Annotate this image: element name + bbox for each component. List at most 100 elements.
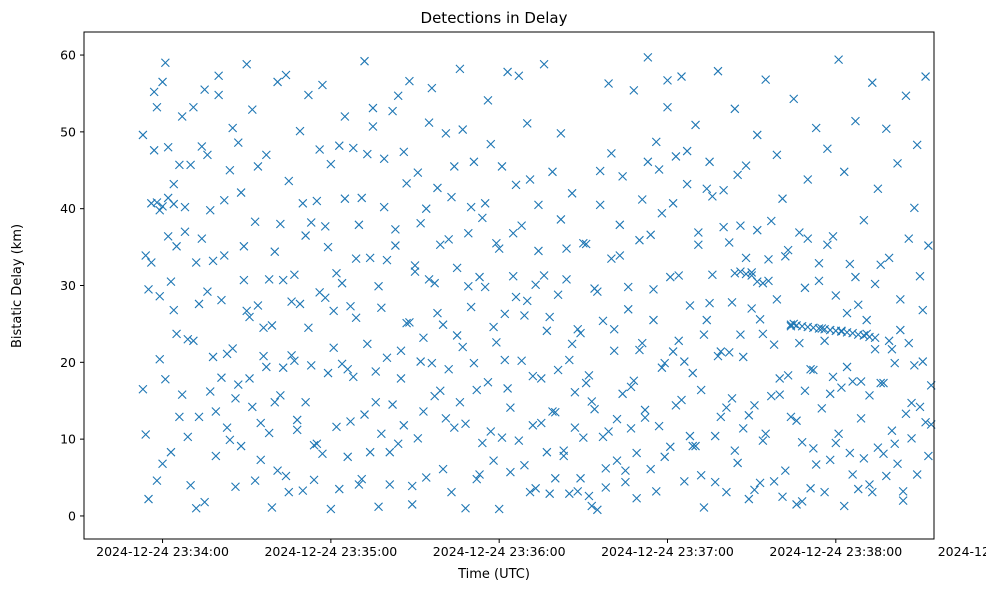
data-point xyxy=(441,129,451,138)
data-point xyxy=(374,281,383,291)
data-point xyxy=(820,336,829,346)
data-point xyxy=(399,147,409,157)
data-point xyxy=(205,387,215,396)
data-point xyxy=(921,417,930,427)
data-point xyxy=(758,329,768,339)
data-point xyxy=(736,221,745,230)
data-point xyxy=(323,242,333,252)
data-point xyxy=(506,403,515,413)
x-tick-label: 2024-12-24 23:34:00 xyxy=(96,544,229,559)
data-point xyxy=(637,195,647,204)
data-point xyxy=(407,500,417,509)
data-point xyxy=(189,336,198,346)
data-point xyxy=(736,330,745,340)
data-point xyxy=(769,476,779,486)
data-point xyxy=(828,372,838,382)
data-point xyxy=(284,487,294,497)
data-point xyxy=(649,315,658,325)
data-point xyxy=(466,302,476,312)
data-point xyxy=(365,447,375,457)
data-point xyxy=(410,267,420,277)
data-point xyxy=(144,494,153,504)
data-point xyxy=(741,161,751,171)
data-point xyxy=(663,102,672,112)
data-point xyxy=(853,300,863,310)
data-point xyxy=(158,459,167,469)
data-point xyxy=(169,179,179,189)
data-point xyxy=(306,218,316,227)
data-point xyxy=(334,141,344,151)
data-point xyxy=(707,270,717,280)
data-point xyxy=(834,55,844,65)
data-point xyxy=(256,418,266,428)
data-point xyxy=(649,284,658,294)
data-point xyxy=(873,184,883,194)
x-tick-label: 2024-12-24 23:37:00 xyxy=(601,544,734,559)
data-point xyxy=(780,251,790,261)
data-point xyxy=(811,460,821,469)
data-point xyxy=(508,271,518,281)
data-point xyxy=(831,438,841,448)
data-point xyxy=(643,157,653,167)
data-point xyxy=(713,351,723,361)
data-point xyxy=(915,271,925,281)
data-point xyxy=(438,464,448,474)
data-point xyxy=(556,215,566,224)
data-point xyxy=(705,298,714,308)
data-point xyxy=(629,85,639,95)
data-point xyxy=(587,397,597,406)
data-point xyxy=(859,331,869,340)
data-point xyxy=(581,239,591,249)
data-point xyxy=(368,122,378,131)
data-point xyxy=(520,460,529,470)
data-point xyxy=(340,112,350,121)
data-point xyxy=(253,162,263,171)
data-point xyxy=(354,220,364,230)
data-point xyxy=(174,412,184,422)
data-point xyxy=(149,87,159,97)
data-point xyxy=(374,502,383,512)
data-point xyxy=(884,253,894,263)
data-point xyxy=(483,377,493,387)
data-point xyxy=(155,354,165,364)
data-point xyxy=(399,420,409,430)
data-point xyxy=(158,77,167,87)
data-point xyxy=(839,167,849,177)
data-point xyxy=(884,336,894,346)
data-point xyxy=(632,448,642,458)
data-point xyxy=(180,227,190,237)
data-point xyxy=(393,91,403,101)
data-point xyxy=(259,323,268,333)
data-point xyxy=(407,481,417,491)
data-point xyxy=(340,194,350,204)
data-point xyxy=(595,166,605,176)
data-point xyxy=(332,268,341,278)
data-point xyxy=(469,157,479,167)
data-point xyxy=(449,423,459,433)
data-point xyxy=(820,487,829,497)
data-point xyxy=(309,440,319,450)
data-point xyxy=(250,476,260,486)
data-point xyxy=(693,228,703,237)
data-point xyxy=(444,235,454,244)
data-point xyxy=(203,287,212,297)
data-point xyxy=(309,475,319,485)
data-point xyxy=(225,165,235,175)
data-point xyxy=(424,274,434,284)
data-point xyxy=(570,423,580,433)
data-point xyxy=(677,72,686,81)
data-point xyxy=(719,185,728,195)
data-point xyxy=(800,386,810,396)
data-point xyxy=(435,386,445,396)
data-point xyxy=(534,200,543,210)
data-point xyxy=(141,251,151,260)
data-point xyxy=(138,384,148,394)
data-point xyxy=(138,130,148,140)
data-point xyxy=(893,459,902,469)
data-point xyxy=(643,52,653,62)
data-point xyxy=(724,347,734,357)
data-point xyxy=(738,352,748,362)
data-point xyxy=(186,480,195,490)
data-point xyxy=(632,493,642,503)
data-point xyxy=(166,447,176,457)
